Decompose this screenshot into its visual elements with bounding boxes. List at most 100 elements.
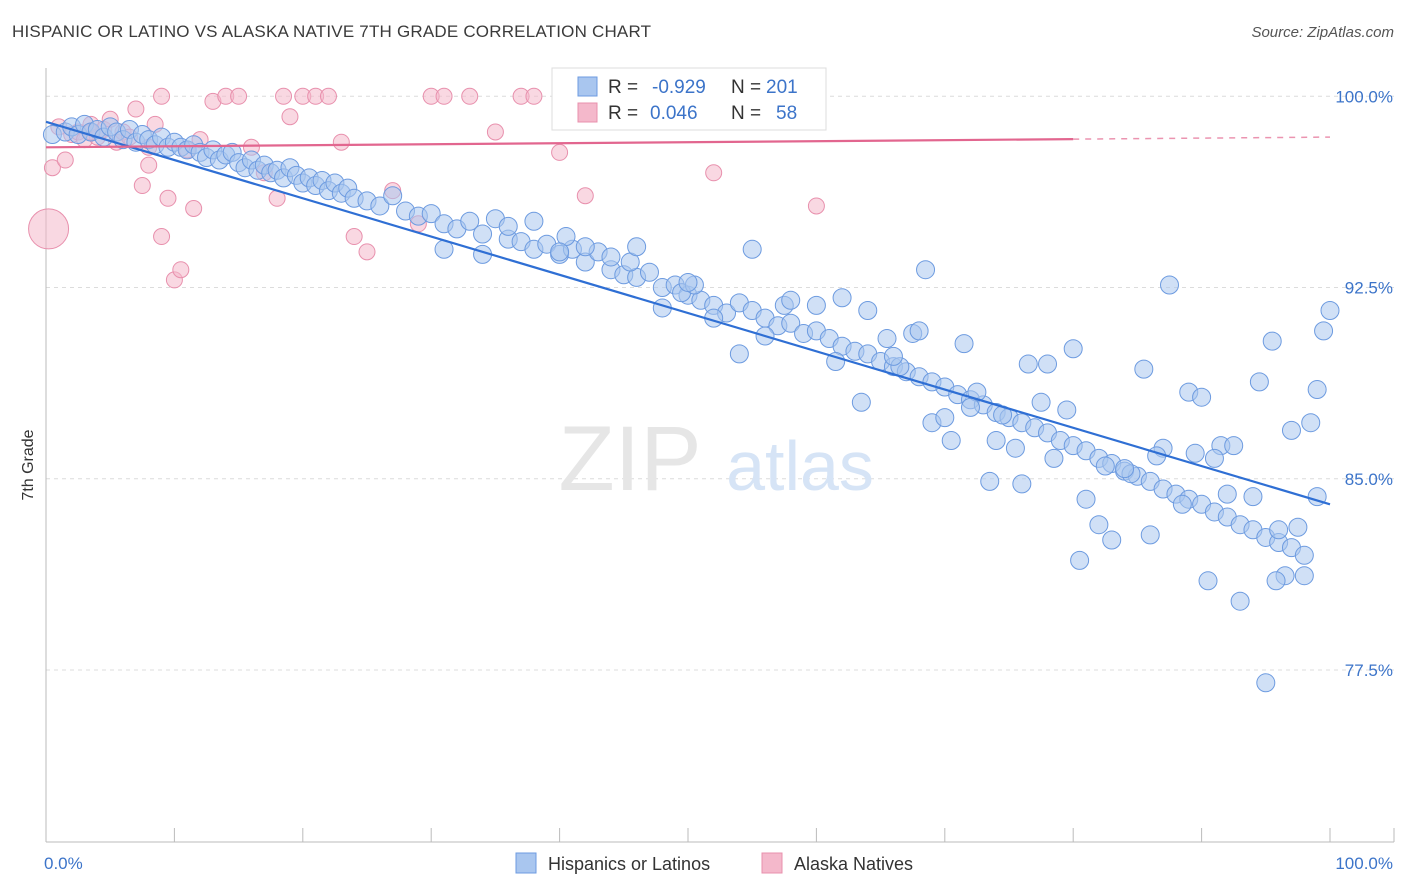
data-point-alaska-native: [358, 243, 376, 261]
watermark: ZIP atlas: [558, 408, 874, 510]
data-point-alaska-native: [345, 228, 363, 246]
x-tick-labels: 0.0% 100.0%: [44, 854, 1393, 873]
data-point-hispanic: [1057, 400, 1077, 420]
data-point-hispanic: [550, 242, 570, 262]
data-point-hispanic: [826, 352, 846, 371]
legend-r-value-1: -0.929: [652, 77, 706, 98]
data-point-hispanic: [1140, 525, 1160, 545]
legend-swatch-hispanics: [515, 852, 537, 874]
data-point-hispanic: [1095, 456, 1115, 476]
data-point-hispanic: [1230, 591, 1250, 611]
data-point-hispanic: [1288, 517, 1308, 537]
data-point-hispanic: [1198, 571, 1218, 591]
data-point-hispanic: [1089, 515, 1109, 535]
source-label: Source: ZipAtlas.com: [1251, 24, 1394, 41]
data-point-hispanic: [1269, 520, 1289, 540]
data-point-hispanic: [832, 288, 852, 308]
legend-swatch-alaska-natives: [761, 852, 783, 874]
data-point-alaska-native: [435, 87, 453, 105]
data-point-hispanic: [1063, 339, 1083, 359]
data-point-hispanic: [960, 397, 980, 417]
x-tick-label: 100.0%: [1335, 854, 1393, 873]
data-point-alaska-native: [807, 197, 825, 215]
data-point-hispanic: [678, 272, 698, 292]
data-point-hispanic: [1134, 359, 1154, 379]
data-point-alaska-native: [332, 133, 350, 151]
data-point-hispanic: [421, 204, 441, 224]
data-point-hispanic: [1172, 494, 1192, 514]
data-point-hispanic: [1243, 487, 1263, 507]
series-legend: Hispanics or Latinos Alaska Natives: [515, 852, 913, 874]
data-point-hispanic: [1012, 474, 1032, 494]
data-point-hispanic: [729, 344, 749, 364]
data-point-hispanic: [1031, 392, 1051, 412]
data-point-alaska-native: [281, 108, 299, 126]
data-point-hispanic: [1262, 331, 1282, 351]
legend-n-label-1: N =: [731, 77, 761, 98]
watermark-zip: ZIP: [558, 408, 701, 510]
axes: [45, 68, 1395, 843]
data-point-hispanic: [1307, 380, 1327, 400]
chart-title: HISPANIC OR LATINO VS ALASKA NATIVE 7TH …: [12, 22, 652, 41]
data-point-alaska-native: [551, 143, 569, 161]
y-tick-label: 77.5%: [1345, 661, 1393, 680]
data-point-alaska-native: [319, 87, 337, 105]
data-point-hispanic: [877, 329, 897, 349]
data-point-hispanic: [916, 260, 936, 280]
legend-swatch-blue: [577, 76, 598, 97]
data-point-hispanic: [781, 290, 801, 310]
data-point-hispanic: [1294, 545, 1314, 565]
data-point-hispanic: [1281, 420, 1301, 440]
data-point-hispanic: [742, 239, 762, 259]
data-point-hispanic: [1224, 436, 1244, 456]
data-point-hispanic: [383, 186, 403, 206]
data-point-hispanic: [986, 431, 1006, 451]
y-tick-label: 100.0%: [1335, 87, 1393, 106]
legend-label-hispanics: Hispanics or Latinos: [548, 854, 710, 874]
data-point-hispanic: [1160, 275, 1179, 295]
correlation-legend: R = -0.929 N = 201 R = 0.046 N = 58: [551, 67, 827, 131]
data-point-alaska-native: [172, 261, 190, 279]
data-point-alaska-native: [159, 189, 177, 207]
data-point-alaska-native: [153, 87, 171, 105]
data-point-alaska-native: [576, 187, 594, 205]
data-point-hispanic: [806, 295, 826, 315]
data-point-hispanic: [601, 247, 621, 267]
y-tick-label: 92.5%: [1345, 279, 1393, 298]
data-point-hispanic: [575, 237, 595, 257]
legend-n-label-2: N =: [731, 103, 761, 124]
data-point-hispanic: [1256, 673, 1276, 693]
data-point-hispanic: [1018, 354, 1038, 374]
data-point-alaska-native: [140, 156, 158, 174]
legend-r-value-2: 0.046: [650, 103, 698, 124]
data-point-hispanic: [1301, 413, 1321, 433]
data-point-hispanic: [1192, 387, 1212, 407]
y-tick-label: 85.0%: [1345, 470, 1393, 489]
data-point-hispanic: [883, 346, 903, 366]
data-point-alaska-native: [275, 87, 293, 105]
data-point-alaska-native: [185, 200, 203, 217]
data-point-hispanic: [1038, 354, 1058, 374]
data-point-hispanic: [639, 262, 659, 282]
data-point-hispanic: [1076, 489, 1096, 509]
trend-line-alaska-natives-extension: [1073, 136, 1331, 140]
data-point-hispanic: [1044, 448, 1064, 468]
data-point-hispanic: [1185, 443, 1205, 463]
data-point-alaska-native: [525, 87, 543, 105]
data-point-hispanic: [498, 216, 518, 236]
y-axis-label: 7th Grade: [20, 429, 37, 500]
trend-lines: [45, 120, 1331, 506]
data-point-hispanic: [1249, 372, 1269, 392]
data-point-hispanic: [1070, 550, 1090, 570]
data-point-hispanic: [524, 211, 544, 231]
data-point-hispanic: [370, 196, 390, 216]
data-point-hispanic: [954, 334, 974, 354]
data-point-hispanic: [1314, 321, 1334, 341]
data-point-hispanic: [1204, 448, 1224, 468]
data-point-hispanic: [473, 224, 493, 244]
data-point-alaska-native: [153, 228, 171, 246]
legend-label-alaska-natives: Alaska Natives: [794, 854, 913, 874]
data-point-alaska-native: [486, 123, 504, 141]
data-point-hispanic: [858, 301, 878, 320]
data-point-hispanic: [935, 408, 955, 428]
